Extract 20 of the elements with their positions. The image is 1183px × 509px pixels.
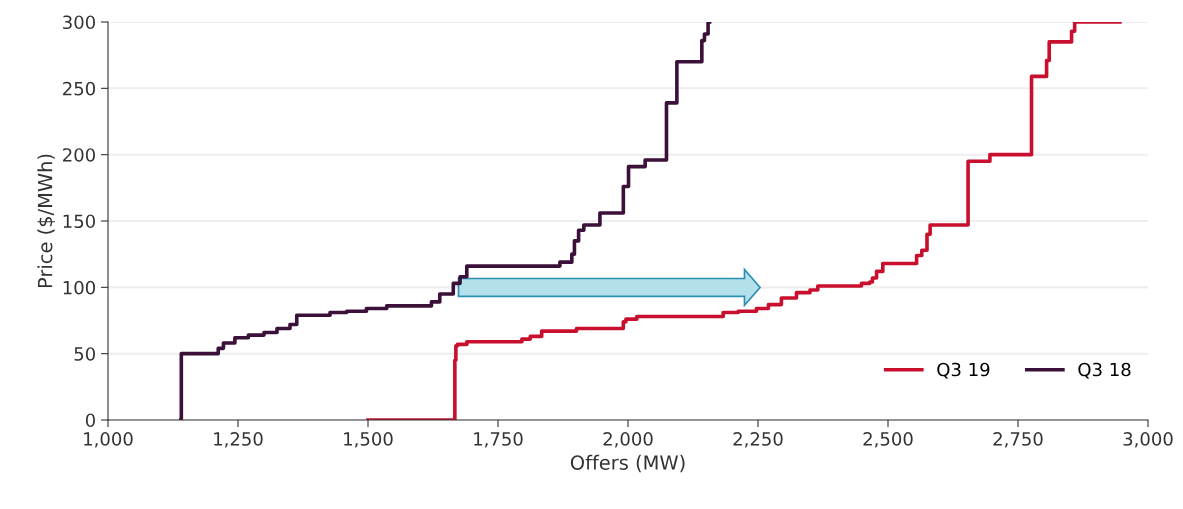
y-tick-label: 50 [74,347,95,361]
y-axis-title: Price ($/MWh) [37,154,55,288]
x-tick-label: 3,000 [1123,432,1173,448]
x-axis-title: Offers (MW) [570,454,685,473]
y-tick-label: 300 [63,15,95,30]
y-tick-label: 150 [63,214,95,229]
x-tick-label: 2,500 [863,432,913,448]
x-tick-label: 1,750 [474,432,523,448]
legend-label: Q3 18 [1078,362,1131,379]
x-tick-label: 2,750 [993,432,1043,448]
x-tick-label: 2,250 [733,432,783,448]
x-tick-label: 1,500 [344,432,393,448]
x-tick-label: 1,000 [84,432,133,448]
x-tick-label: 2,000 [603,432,653,448]
x-tick-label: 1,250 [214,432,263,448]
y-tick-label: 100 [63,280,95,295]
y-tick-label: 250 [63,81,95,96]
y-tick-label: 200 [63,148,95,162]
legend-label: Q3 19 [937,362,990,379]
y-tick-label: 0 [85,413,95,428]
